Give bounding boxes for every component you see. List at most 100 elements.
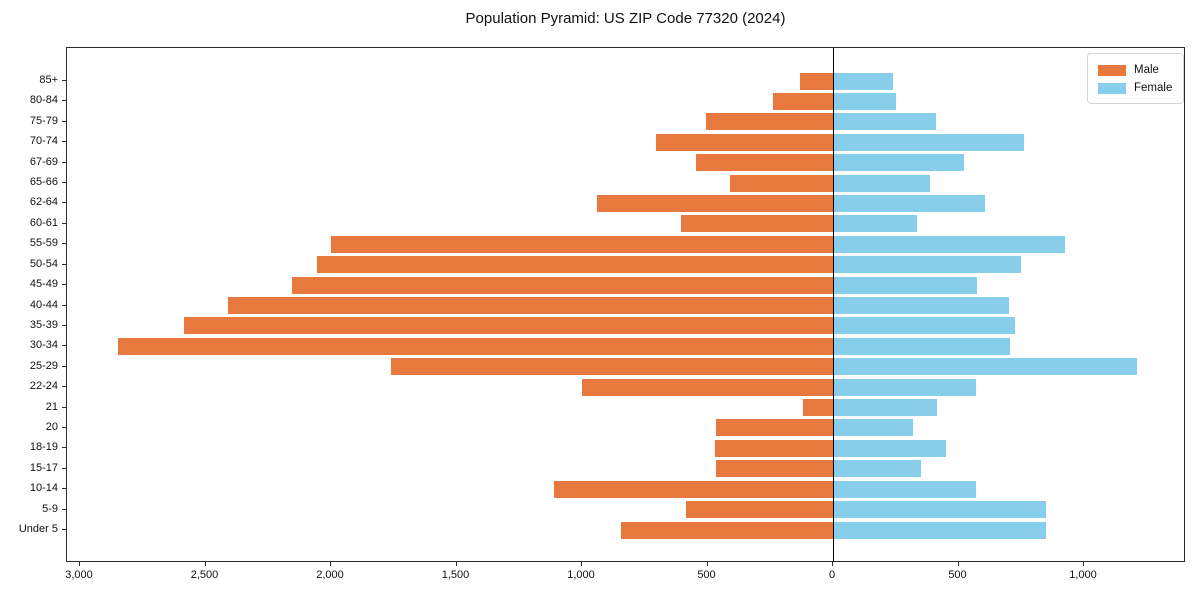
y-tick-label: 45-49 — [29, 278, 58, 291]
female-bar — [833, 439, 946, 457]
male-bar — [656, 133, 833, 151]
male-bar — [582, 378, 833, 396]
female-bar — [833, 337, 1010, 355]
y-tick — [62, 365, 66, 367]
male-bar — [117, 337, 833, 355]
y-tick-label: 85+ — [39, 74, 58, 86]
female-bar — [833, 399, 938, 417]
y-tick — [62, 488, 66, 490]
male-bar — [716, 419, 833, 437]
x-tick — [581, 562, 582, 566]
male-bar — [292, 276, 833, 294]
y-tick — [62, 100, 66, 102]
y-tick-label: 65-66 — [29, 176, 58, 189]
female-bar — [833, 358, 1137, 376]
y-tick-label: 20 — [45, 420, 58, 433]
male-bar — [686, 501, 833, 519]
y-tick — [62, 324, 66, 326]
y-tick-label: 35-39 — [29, 318, 58, 331]
x-tick-label: 1,500 — [441, 569, 470, 581]
female-bar — [833, 378, 977, 396]
y-tick — [62, 406, 66, 408]
x-tick — [79, 562, 80, 566]
chart-title: Population Pyramid: US ZIP Code 77320 (2… — [465, 10, 786, 27]
legend: Male Female — [1087, 53, 1184, 104]
x-tick — [455, 562, 457, 566]
y-tick-label: 60-61 — [29, 216, 58, 229]
female-bar — [833, 174, 930, 192]
male-bar — [554, 480, 833, 498]
male-bar — [184, 317, 833, 335]
y-tick-label: 5-9 — [42, 502, 58, 515]
y-tick — [62, 222, 66, 224]
plot-area — [66, 47, 1185, 562]
female-bar — [833, 72, 894, 90]
x-tick-label: 500 — [948, 569, 967, 581]
y-tick-label: 21 — [45, 400, 58, 413]
y-tick — [62, 182, 66, 184]
x-tick — [330, 562, 331, 566]
female-color-swatch — [1098, 82, 1126, 94]
y-tick — [62, 508, 66, 510]
x-tick-label: 0 — [828, 569, 836, 581]
female-bar — [833, 317, 1015, 335]
y-tick — [62, 80, 66, 81]
male-bar — [696, 154, 833, 172]
y-tick-label: 62-64 — [29, 196, 58, 209]
y-tick-label: 50-54 — [29, 257, 58, 270]
y-tick-label: 75-79 — [29, 114, 58, 127]
legend-row-female: Female — [1088, 79, 1183, 97]
female-bar — [833, 480, 977, 498]
male-bar — [331, 235, 833, 253]
male-bar — [228, 297, 833, 314]
male-bar — [620, 521, 833, 539]
male-color-swatch — [1098, 64, 1126, 76]
female-bar — [833, 92, 896, 110]
y-tick-label: 10-14 — [29, 482, 58, 495]
x-tick-label: 2,500 — [190, 569, 219, 581]
male-bar — [802, 399, 833, 417]
male-bar — [681, 215, 833, 233]
y-tick-label: 70-74 — [29, 135, 58, 148]
male-bar — [597, 194, 833, 212]
y-tick — [62, 345, 66, 347]
male-bar — [730, 174, 833, 192]
female-bar — [833, 419, 914, 437]
y-tick-label: 22-24 — [29, 380, 58, 393]
y-tick — [62, 386, 66, 388]
female-bar — [833, 194, 985, 212]
female-bar — [833, 215, 918, 233]
female-bar — [833, 256, 1022, 274]
y-tick-label: 55-59 — [29, 237, 58, 250]
y-tick — [62, 263, 66, 265]
female-bar — [833, 133, 1024, 151]
male-bar — [772, 92, 833, 110]
x-tick-label: 1,000 — [567, 569, 595, 581]
y-tick-label: Under 5 — [18, 523, 58, 535]
y-tick — [62, 141, 66, 143]
y-tick-label: 40-44 — [29, 298, 58, 311]
x-tick-label: 500 — [697, 569, 716, 581]
legend-male-label: Male — [1134, 64, 1159, 76]
female-bar — [833, 154, 964, 172]
x-tick-label: 2,000 — [316, 569, 344, 581]
y-tick-label: 15-17 — [29, 461, 58, 474]
female-bar — [833, 276, 978, 294]
y-tick-label: 25-29 — [29, 359, 58, 372]
y-tick — [62, 447, 66, 449]
male-bar — [715, 439, 833, 457]
x-tick-label: 1,000 — [1069, 569, 1097, 581]
male-bar — [391, 358, 833, 376]
y-tick — [62, 304, 66, 306]
female-bar — [833, 297, 1009, 314]
female-bar — [833, 521, 1047, 539]
zero-axis-line — [833, 48, 835, 561]
female-bar — [833, 460, 921, 478]
y-tick — [62, 529, 66, 530]
male-bar — [800, 72, 833, 90]
x-tick-label: 3,000 — [65, 569, 93, 581]
y-tick-label: 67-69 — [29, 155, 58, 168]
x-tick — [832, 562, 833, 566]
male-bar — [716, 460, 833, 478]
legend-row-male: Male — [1088, 61, 1183, 79]
